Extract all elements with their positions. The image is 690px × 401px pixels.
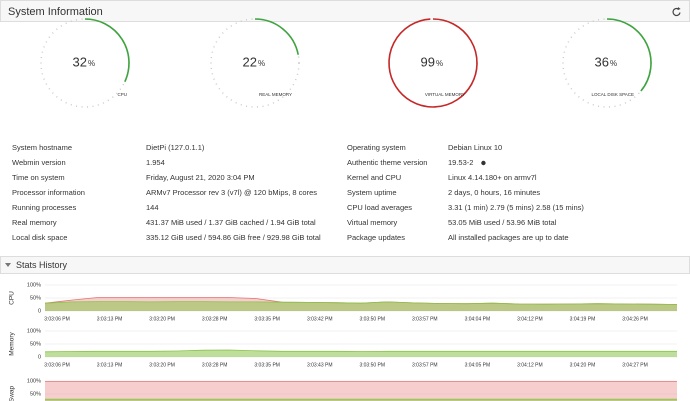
info-label: Real memory [12, 218, 57, 227]
stats-title: Stats History [16, 260, 68, 270]
y-tick-label: 50% [30, 341, 41, 347]
panel-header [0, 0, 690, 22]
x-tick-label: 3:03:42 PM [307, 316, 333, 322]
info-value[interactable]: All installed packages are up to date [448, 233, 569, 242]
info-value[interactable]: DietPi (127.0.1.1) [146, 143, 205, 152]
x-tick-label: 3:03:28 PM [202, 316, 228, 322]
y-tick-label: 50% [30, 391, 41, 397]
info-value: ARMv7 Processor rev 3 (v7l) @ 120 bMips,… [146, 188, 317, 197]
info-value[interactable]: 144 [146, 203, 159, 212]
x-tick-label: 3:04:12 PM [517, 362, 543, 368]
y-tick-label: 0 [38, 308, 41, 314]
info-value: 1.954 [146, 158, 165, 167]
x-tick-label: 3:03:50 PM [359, 316, 385, 322]
panel-title: System Information [8, 6, 103, 18]
gauge-value: 36 [595, 54, 609, 69]
gauge-label: CPU [117, 92, 127, 97]
x-tick-label: 3:04:20 PM [570, 362, 596, 368]
info-value: 3.31 (1 min) 2.79 (5 mins) 2.58 (15 mins… [448, 203, 584, 212]
y-tick-label: 50% [30, 295, 41, 301]
info-value: Linux 4.14.180+ on armv7l [448, 173, 537, 182]
info-label: Kernel and CPU [347, 173, 401, 182]
gauge-ticks [210, 18, 300, 108]
x-tick-label: 3:03:35 PM [254, 362, 280, 368]
x-tick-label: 3:04:12 PM [517, 316, 543, 322]
x-tick-label: 3:03:20 PM [149, 316, 175, 322]
gauge-value: 32 [73, 54, 87, 69]
y-tick-label: 100% [27, 328, 41, 334]
x-tick-label: 3:03:50 PM [359, 362, 385, 368]
gauge-arc [254, 18, 300, 55]
x-tick-label: 3:03:57 PM [412, 316, 438, 322]
info-label: Authentic theme version [347, 158, 427, 167]
info-label: Webmin version [12, 158, 66, 167]
x-tick-label: 3:04:04 PM [465, 316, 491, 322]
x-tick-label: 3:04:26 PM [622, 316, 648, 322]
gauge-unit: % [436, 59, 443, 68]
gauge-unit: % [610, 59, 617, 68]
x-tick-label: 3:03:20 PM [149, 362, 175, 368]
gauge-value: 99 [421, 54, 435, 69]
info-value: Debian Linux 10 [448, 143, 502, 152]
series-line [44, 301, 678, 305]
x-tick-label: 3:03:35 PM [254, 316, 280, 322]
info-label: CPU load averages [347, 203, 412, 212]
gauge-label: REAL MEMORY [259, 92, 292, 97]
x-tick-label: 3:04:19 PM [570, 316, 596, 322]
chart-name: Swap [9, 385, 16, 401]
gauge-unit: % [258, 59, 265, 68]
x-tick-label: 3:03:06 PM [44, 362, 70, 368]
x-tick-label: 3:04:05 PM [465, 362, 491, 368]
info-label: Time on system [12, 173, 65, 182]
stats-header[interactable] [0, 256, 690, 274]
collapse-icon[interactable] [5, 263, 11, 267]
gauge-arc [606, 18, 652, 92]
info-value: 19.53-2 [448, 158, 473, 167]
series-area [45, 350, 677, 357]
info-label: Local disk space [12, 233, 67, 242]
info-value: 335.12 GiB used / 594.86 GiB free / 929.… [146, 233, 321, 242]
x-tick-label: 3:03:57 PM [412, 362, 438, 368]
series-area [45, 381, 677, 401]
chart-name: Memory [9, 332, 16, 356]
x-tick-label: 3:03:28 PM [202, 362, 228, 368]
info-value: 431.37 MiB used / 1.37 GiB cached / 1.94… [146, 218, 316, 227]
info-value[interactable]: Friday, August 21, 2020 3:04 PM [146, 173, 255, 182]
gauge-unit: % [88, 59, 95, 68]
info-label: Virtual memory [347, 218, 398, 227]
info-label: Package updates [347, 233, 405, 242]
gauge-arc [388, 18, 478, 108]
x-tick-label: 3:03:13 PM [97, 316, 123, 322]
info-value: 53.05 MiB used / 53.96 MiB total [448, 218, 557, 227]
x-tick-label: 3:04:27 PM [622, 362, 648, 368]
info-icon[interactable] [481, 160, 486, 166]
y-tick-label: 100% [27, 282, 41, 288]
series-area [45, 301, 677, 311]
x-tick-label: 3:03:06 PM [44, 316, 70, 322]
gauge-label: LOCAL DISK SPACE [591, 92, 634, 97]
info-label: System uptime [347, 188, 397, 197]
gauge-arc [84, 18, 130, 83]
gauge-label: VIRTUAL MEMORY [425, 92, 465, 97]
info-label: Running processes [12, 203, 76, 212]
gauge-value: 22 [243, 54, 257, 69]
info-label: Operating system [347, 143, 406, 152]
refresh-icon[interactable] [672, 7, 681, 17]
chart-name: CPU [9, 291, 16, 305]
series-line [44, 349, 677, 353]
y-tick-label: 0 [38, 354, 41, 360]
info-label: System hostname [12, 143, 72, 152]
y-tick-label: 100% [27, 378, 41, 384]
info-label: Processor information [12, 188, 85, 197]
x-tick-label: 3:03:43 PM [307, 362, 333, 368]
x-tick-label: 3:03:13 PM [97, 362, 123, 368]
info-value[interactable]: 2 days, 0 hours, 16 minutes [448, 188, 540, 197]
